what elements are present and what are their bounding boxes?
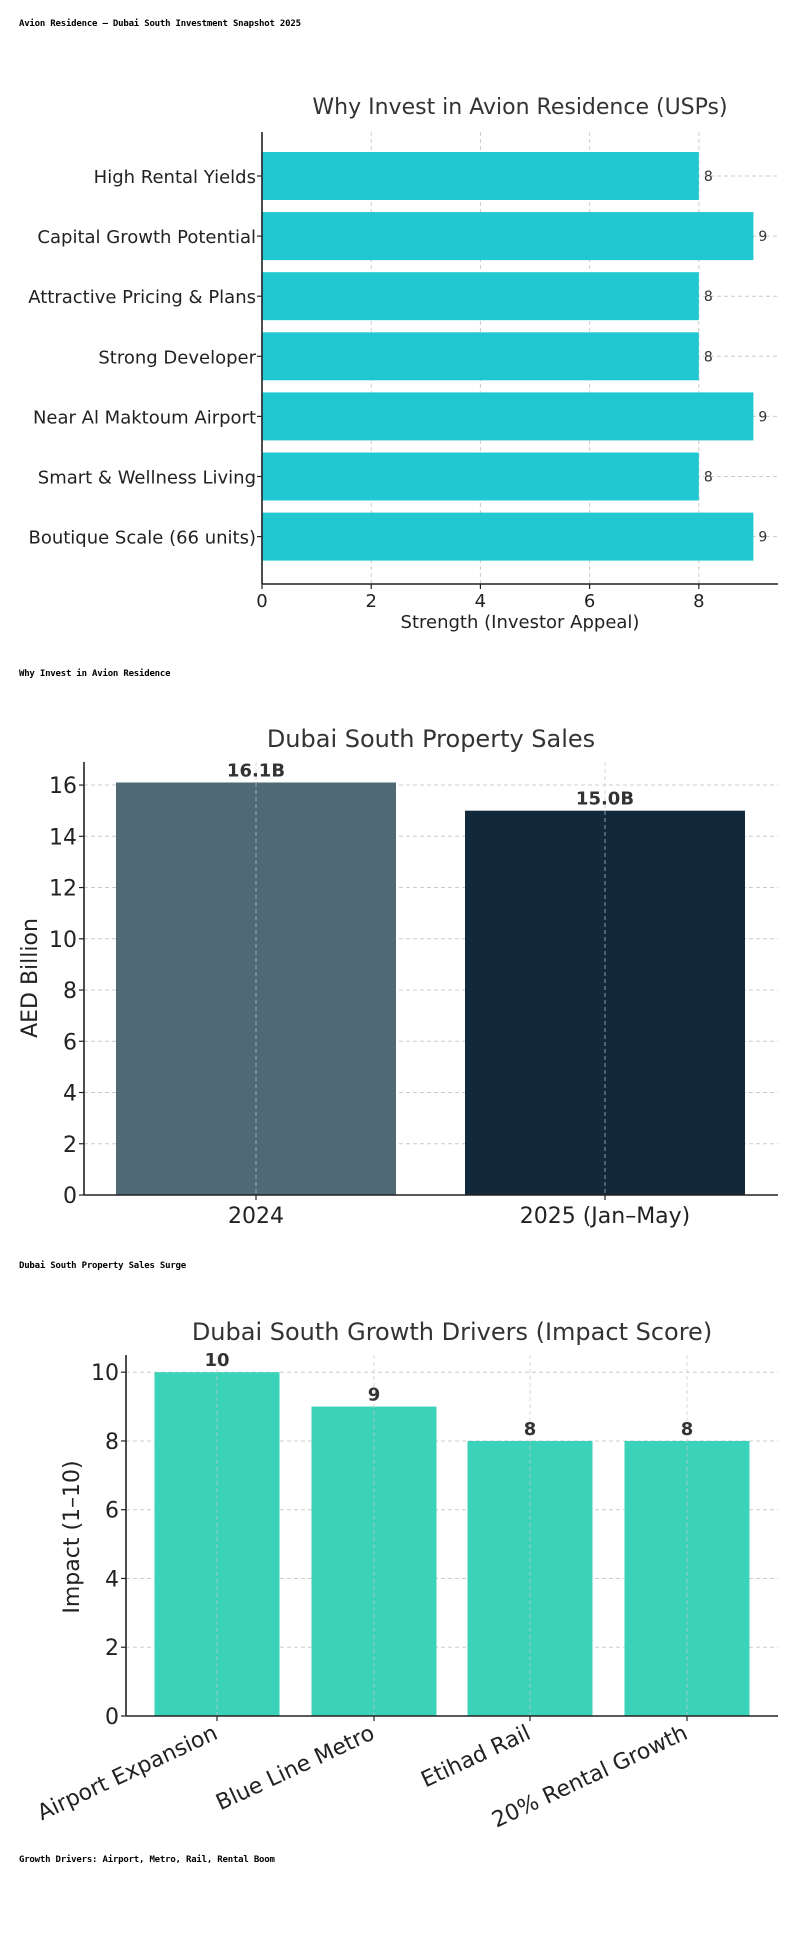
x-tick-label: 4 <box>475 591 486 612</box>
data-label: 8 <box>704 349 713 365</box>
y-tick-label: 4 <box>105 1567 119 1592</box>
y-tick-label: High Rental Yields <box>94 167 256 188</box>
data-label: 8 <box>524 1419 537 1440</box>
y-tick-label: 12 <box>49 877 77 902</box>
bar <box>262 212 754 261</box>
data-label: 8 <box>704 470 713 486</box>
x-tick-label: 6 <box>584 591 595 612</box>
report-title: Avion Residence – Dubai South Investment… <box>19 19 301 29</box>
x-tick-label: 0 <box>256 591 267 612</box>
bar <box>262 152 699 200</box>
y-tick-label: 6 <box>63 1030 77 1055</box>
data-label: 8 <box>704 169 713 185</box>
y-tick-label: 0 <box>105 1705 119 1730</box>
data-label: 10 <box>204 1350 229 1371</box>
x-axis-label: Strength (Investor Appeal) <box>401 612 640 633</box>
bar <box>262 512 754 561</box>
x-tick-label: 8 <box>693 591 704 612</box>
y-tick-label: 2 <box>105 1636 119 1661</box>
bar <box>262 452 699 501</box>
data-label: 9 <box>368 1385 381 1406</box>
x-tick-label: Blue Line Metro <box>212 1721 378 1816</box>
y-tick-label: 8 <box>105 1430 119 1455</box>
data-label: 15.0B <box>576 789 634 810</box>
bar <box>262 332 699 381</box>
y-tick-label: 10 <box>49 928 77 953</box>
y-tick-label: 16 <box>49 774 77 799</box>
y-tick-label: Strong Developer <box>98 347 256 368</box>
x-tick-label: 2 <box>365 591 376 612</box>
y-tick-label: Capital Growth Potential <box>37 227 256 248</box>
drivers-chart: Dubai South Growth Drivers (Impact Score… <box>34 1318 778 1833</box>
usps-caption: Why Invest in Avion Residence <box>19 669 171 679</box>
x-tick-label: 2025 (Jan–May) <box>520 1204 691 1229</box>
data-label: 8 <box>704 289 713 305</box>
bar <box>262 392 754 441</box>
y-tick-label: Near Al Maktoum Airport <box>33 407 256 428</box>
x-tick-label: Etihad Rail <box>417 1721 534 1793</box>
chart-title: Dubai South Property Sales <box>267 725 595 753</box>
bar <box>262 272 699 321</box>
data-label: 9 <box>758 530 767 546</box>
y-tick-label: 0 <box>63 1184 77 1209</box>
data-label: 9 <box>758 229 767 245</box>
x-tick-label: 2024 <box>228 1204 284 1229</box>
y-tick-label: 2 <box>63 1133 77 1158</box>
y-tick-label: Smart & Wellness Living <box>38 468 256 489</box>
chart-title: Why Invest in Avion Residence (USPs) <box>312 95 727 120</box>
y-tick-label: 10 <box>91 1361 119 1386</box>
data-label: 9 <box>758 409 767 425</box>
sales-caption: Dubai South Property Sales Surge <box>19 1261 186 1271</box>
sales-chart: Dubai South Property Sales AED Billion 0… <box>18 725 778 1229</box>
x-tick-label: Airport Expansion <box>34 1721 222 1826</box>
drivers-caption: Growth Drivers: Airport, Metro, Rail, Re… <box>19 1855 275 1865</box>
data-label: 8 <box>681 1419 694 1440</box>
y-axis-label: AED Billion <box>18 918 43 1038</box>
y-tick-label: 4 <box>63 1082 77 1107</box>
y-tick-label: Attractive Pricing & Plans <box>28 287 256 308</box>
data-label: 16.1B <box>227 760 285 781</box>
y-tick-label: Boutique Scale (66 units) <box>28 528 256 549</box>
y-tick-label: 8 <box>63 979 77 1004</box>
usps-chart: Why Invest in Avion Residence (USPs) 0 2 4… <box>28 95 778 633</box>
chart-title: Dubai South Growth Drivers (Impact Score… <box>192 1318 712 1346</box>
y-tick-label: 14 <box>49 825 77 850</box>
y-axis-label: Impact (1–10) <box>60 1460 85 1613</box>
y-tick-label: 6 <box>105 1499 119 1524</box>
